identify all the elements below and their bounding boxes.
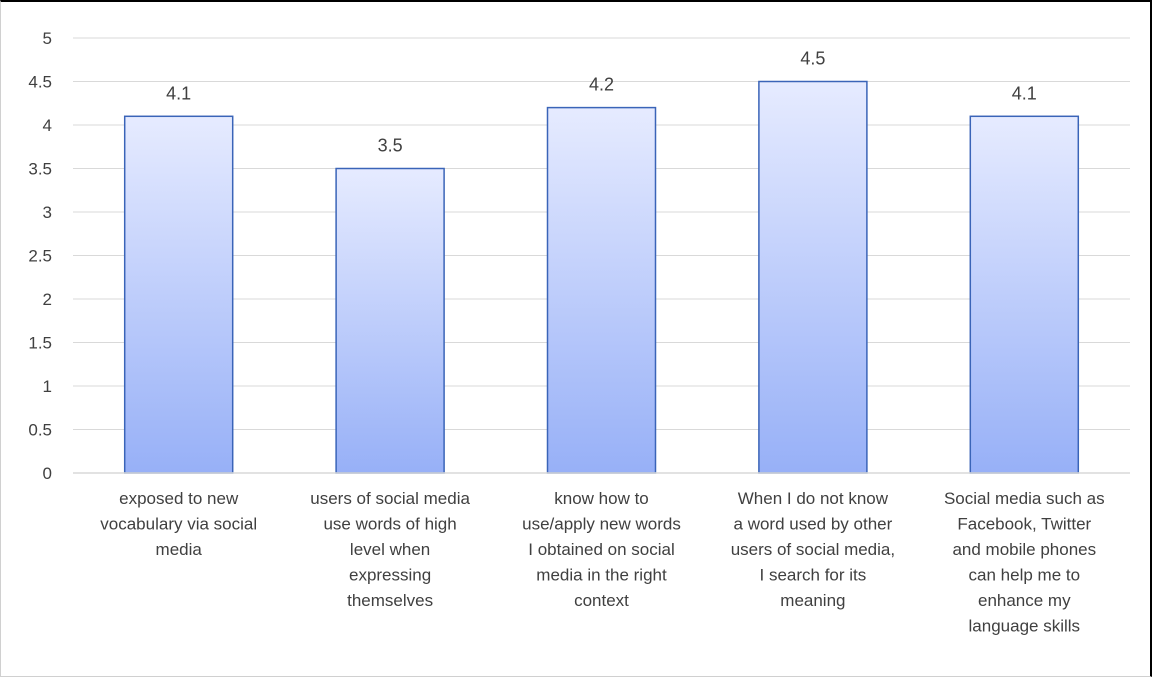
- value-labels: 4.1 3.5 4.2 4.5 4.1: [166, 49, 1037, 156]
- x-tick-label: a word used by other: [734, 515, 893, 534]
- bars: [123, 80, 1080, 474]
- x-tick-label: media: [156, 540, 203, 559]
- x-tick-label: meaning: [780, 591, 845, 610]
- data-label: 4.5: [800, 49, 825, 69]
- bar: [546, 106, 657, 474]
- x-tick-label: When I do not know: [738, 489, 889, 508]
- y-tick-label: 0: [43, 464, 52, 483]
- y-tick-label: 2: [43, 290, 52, 309]
- bar: [123, 115, 234, 474]
- x-tick-label: exposed to new: [119, 489, 239, 508]
- data-label: 4.1: [166, 83, 191, 103]
- x-tick-label: can help me to: [969, 566, 1081, 585]
- x-tick-label: users of social media,: [731, 540, 895, 559]
- y-tick-label: 2.5: [28, 247, 52, 266]
- x-tick-label: I search for its: [760, 566, 867, 585]
- x-tick-label: vocabulary via social: [100, 515, 257, 534]
- x-tick-label: Facebook, Twitter: [957, 515, 1091, 534]
- data-label: 4.2: [589, 75, 614, 95]
- y-tick-label: 4: [43, 116, 52, 135]
- x-axis: exposed to new vocabulary via social media…: [73, 472, 1130, 636]
- y-tick-label: 1: [43, 377, 52, 396]
- x-tick-label: Social media such as: [944, 489, 1105, 508]
- x-tick-label: context: [574, 591, 629, 610]
- y-tick-label: 3.5: [28, 160, 52, 179]
- data-label: 3.5: [378, 136, 403, 156]
- x-tick-label: themselves: [347, 591, 433, 610]
- x-tick-label: use words of high: [323, 515, 456, 534]
- y-tick-label: 4.5: [28, 73, 52, 92]
- y-tick-label: 0.5: [28, 421, 52, 440]
- y-tick-label: 1.5: [28, 334, 52, 353]
- y-tick-label: 5: [43, 29, 52, 48]
- bar: [969, 115, 1080, 474]
- x-tick-label: know how to: [554, 489, 649, 508]
- bar: [758, 80, 868, 474]
- y-axis: 0 0.5 1 1.5 2 2.5 3 3.5 4 4.5 5: [28, 29, 52, 483]
- y-tick-label: 3: [43, 203, 52, 222]
- x-tick-label: users of social media: [310, 489, 470, 508]
- data-label: 4.1: [1012, 83, 1037, 103]
- x-tick-label: media in the right: [536, 566, 667, 585]
- x-tick-label: I obtained on social: [528, 540, 675, 559]
- x-tick-label: language skills: [969, 617, 1081, 636]
- x-tick-label: enhance my: [978, 591, 1071, 610]
- x-tick-label: expressing: [349, 566, 431, 585]
- x-tick-label: use/apply new words: [522, 515, 681, 534]
- x-tick-label: and mobile phones: [952, 540, 1096, 559]
- x-tick-label: level when: [350, 540, 430, 559]
- bar: [335, 167, 445, 474]
